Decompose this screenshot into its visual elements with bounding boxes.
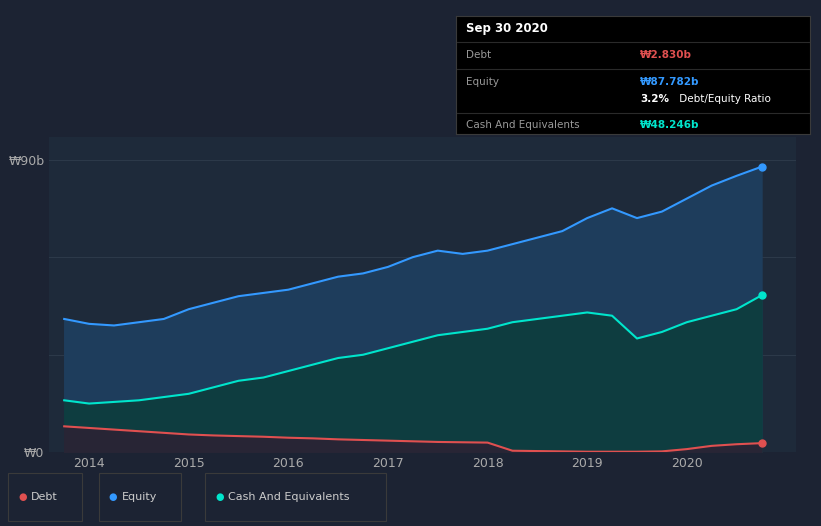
Text: ●: ● xyxy=(215,492,223,502)
Text: Cash And Equivalents: Cash And Equivalents xyxy=(228,492,350,502)
Text: Cash And Equivalents: Cash And Equivalents xyxy=(466,119,580,130)
Text: Debt/Equity Ratio: Debt/Equity Ratio xyxy=(676,94,770,104)
Text: Equity: Equity xyxy=(466,77,499,87)
Text: ₩2.830b: ₩2.830b xyxy=(640,50,692,60)
Text: Sep 30 2020: Sep 30 2020 xyxy=(466,22,548,35)
Text: Debt: Debt xyxy=(466,50,492,60)
Text: 3.2%: 3.2% xyxy=(640,94,669,104)
Text: ●: ● xyxy=(18,492,26,502)
Text: ●: ● xyxy=(108,492,117,502)
Text: Equity: Equity xyxy=(122,492,157,502)
Text: ₩48.246b: ₩48.246b xyxy=(640,119,699,130)
Text: Debt: Debt xyxy=(31,492,58,502)
Text: ₩87.782b: ₩87.782b xyxy=(640,77,699,87)
